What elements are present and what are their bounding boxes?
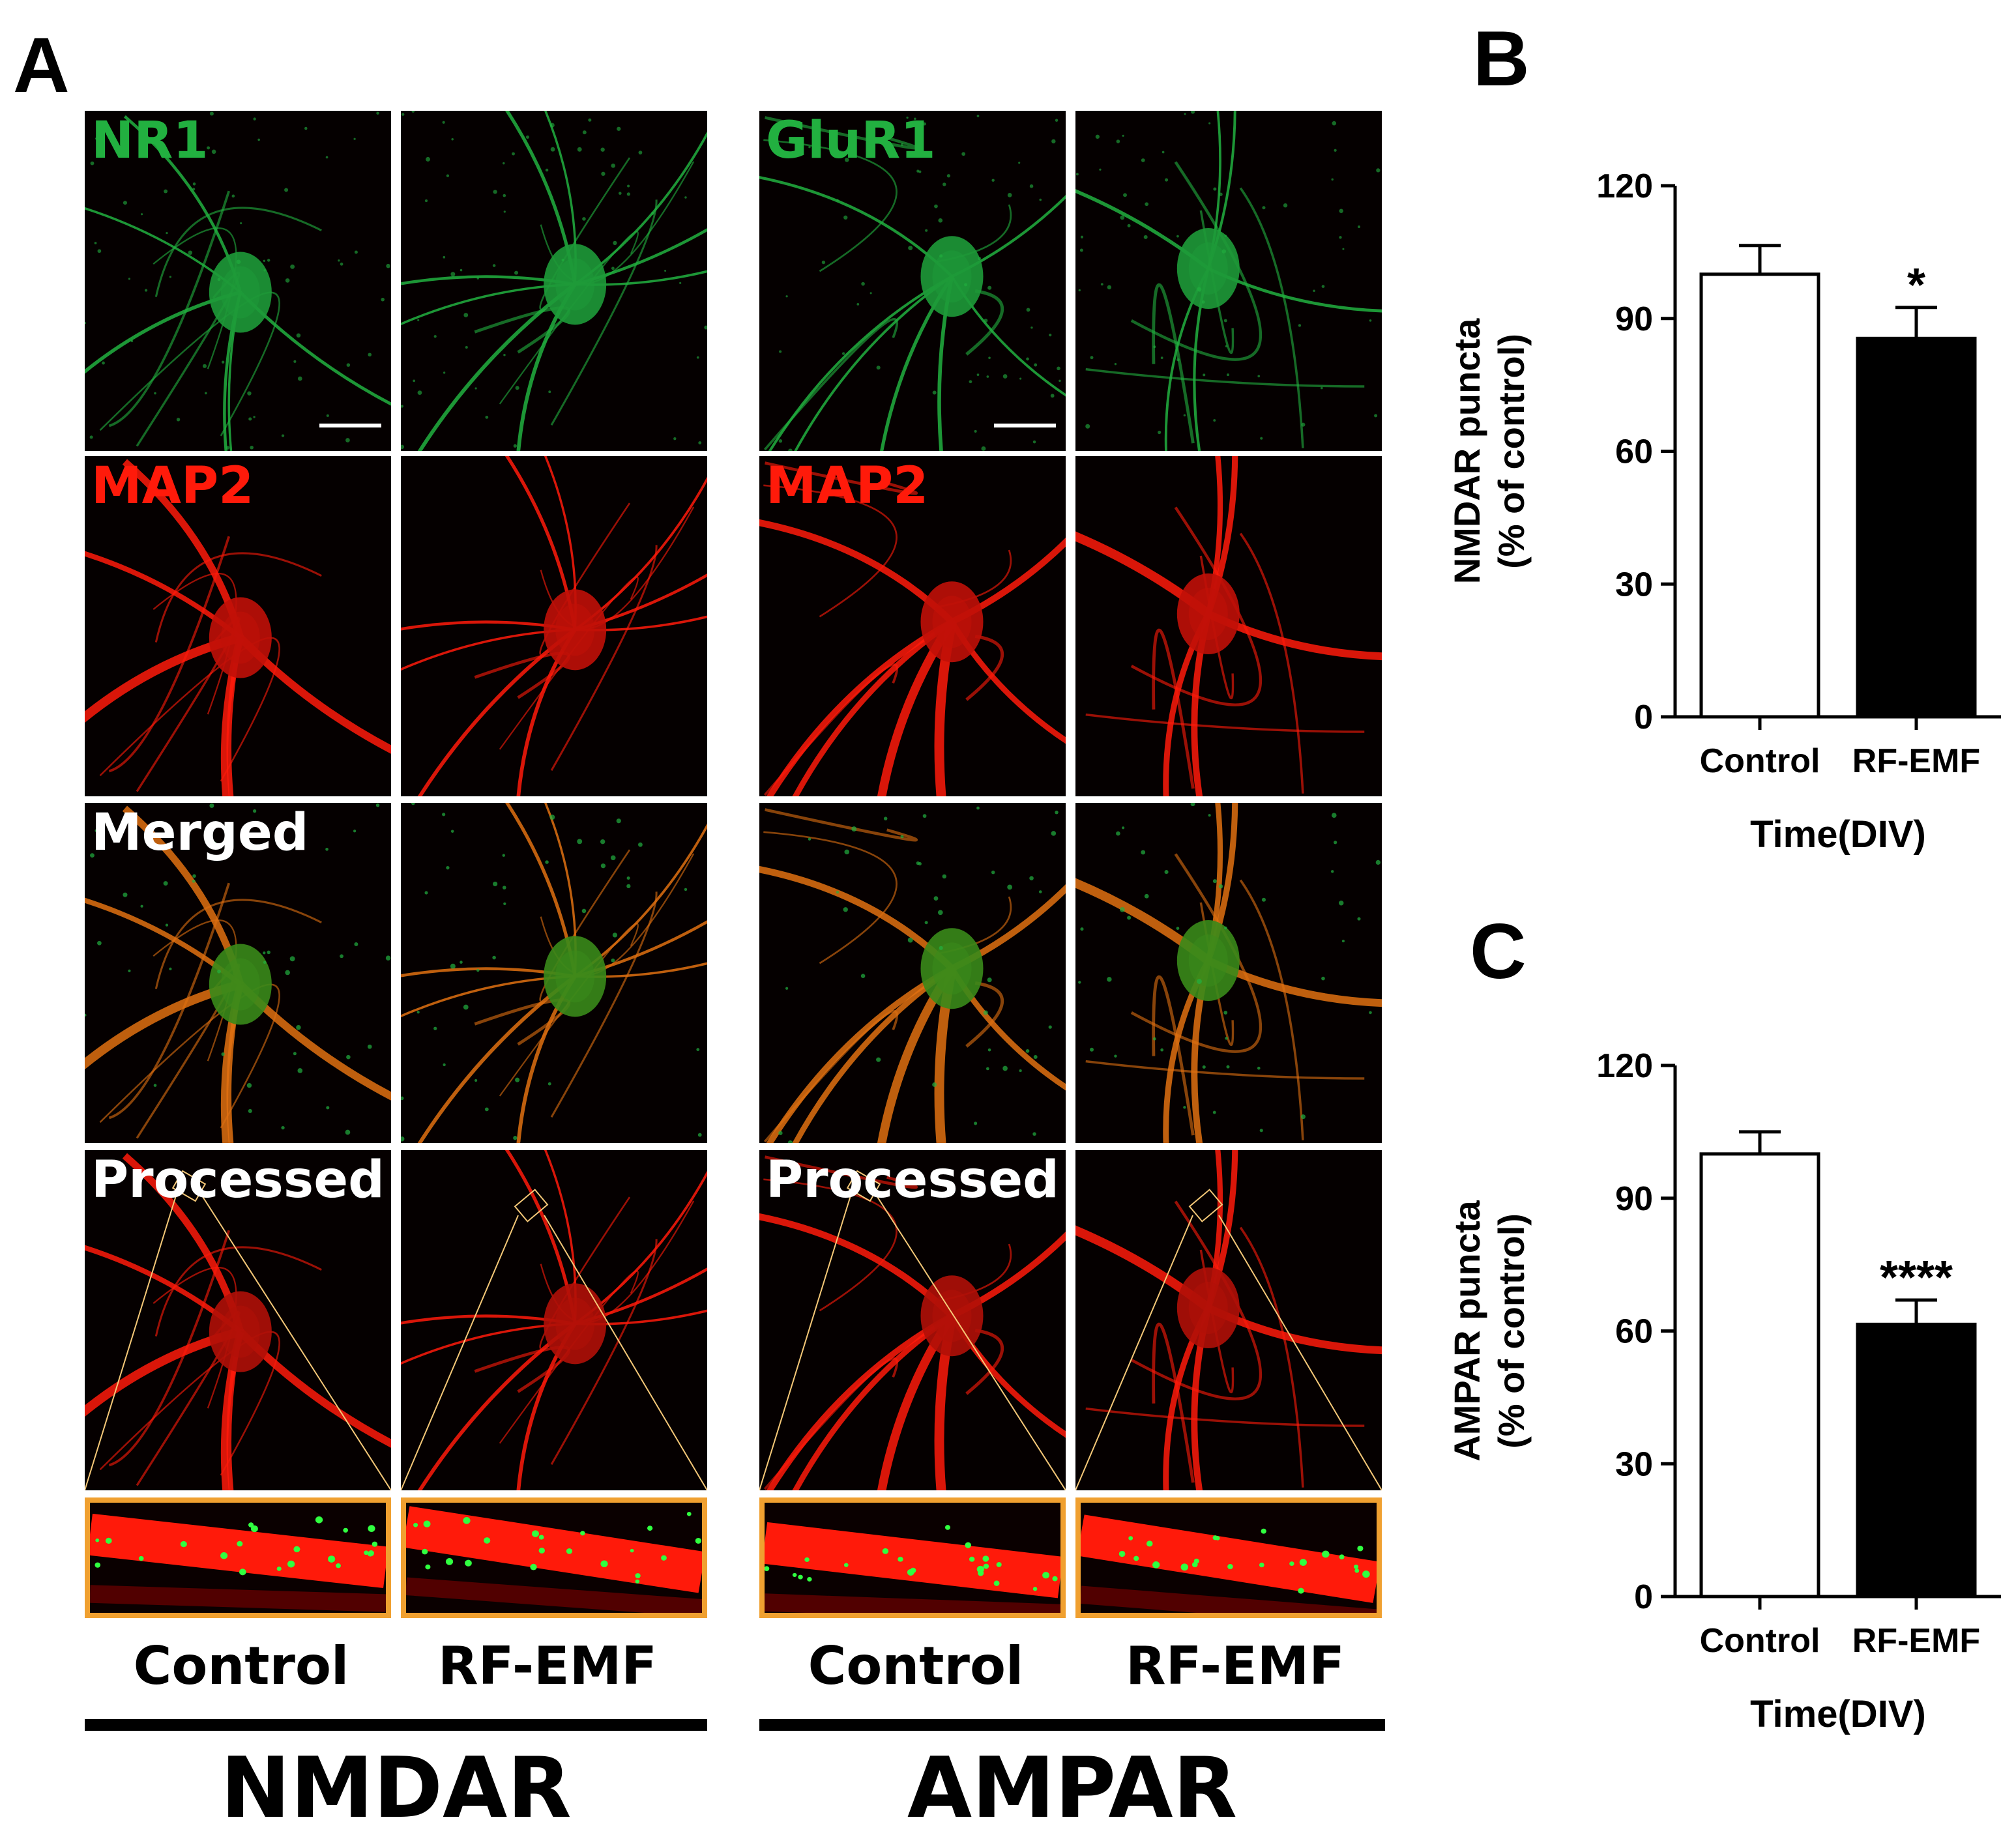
significance-marker: **** [1880, 1252, 1953, 1304]
micrograph-tile [85, 803, 391, 1143]
micrograph-tile [1075, 803, 1382, 1143]
micrograph-image [85, 111, 391, 451]
inset-image [406, 1506, 702, 1613]
zoom-inset [1075, 1497, 1382, 1618]
inset-image [765, 1522, 1060, 1613]
y-axis-label: (% of control) [1491, 1213, 1532, 1449]
chart-b-svg: 0 30 60 90 120 NMDAR puncta (% of control) Cont… [1446, 167, 2001, 856]
micrograph-image [401, 111, 707, 451]
micrograph-image [1075, 1150, 1382, 1490]
micrograph-image [759, 1155, 1066, 1490]
y-tick-label: 120 [1596, 167, 1653, 205]
bar-rf-emf [1856, 1322, 1977, 1598]
inset-image [90, 1513, 386, 1612]
bar-control [1699, 272, 1820, 719]
significance-marker: * [1907, 259, 1925, 311]
micrograph-image [1075, 803, 1382, 1143]
scale-bar [994, 424, 1056, 427]
zoom-inset [759, 1497, 1066, 1618]
micrograph-tile [759, 111, 1066, 451]
micrograph-image [759, 806, 1066, 1143]
label-map2-nmdar: MAP2 [91, 457, 254, 515]
x-tick-label: Control [1700, 742, 1820, 780]
y-tick-label: 0 [1634, 699, 1653, 736]
y-axis-label: NMDAR puncta [1446, 318, 1487, 584]
y-tick-label: 60 [1615, 1313, 1653, 1351]
y-tick-label: 60 [1615, 433, 1653, 471]
micrograph-tile [401, 456, 707, 796]
column-label-ampar-control: Control [808, 1636, 1024, 1696]
chart-b: 0 30 60 90 120 NMDAR puncta (% of control) Cont… [1434, 117, 2008, 880]
micrograph-image [85, 803, 391, 1143]
group-label-ampar: AMPAR [907, 1740, 1238, 1837]
panel-letter-c: C [1470, 908, 1527, 995]
label-processed-nmdar: Processed [91, 1151, 385, 1209]
micrograph-tile [759, 1150, 1066, 1490]
bar-rf-emf [1856, 336, 1977, 719]
x-tick-label: RF-EMF [1852, 742, 1980, 780]
label-merged: Merged [91, 803, 309, 862]
column-label-nmdar-rf-emf: RF-EMF [438, 1636, 657, 1696]
micrograph-tile [401, 803, 707, 1143]
micrograph-tile [85, 1150, 391, 1490]
group-label-nmdar: NMDAR [220, 1740, 572, 1837]
x-tick-label: Control [1700, 1622, 1820, 1660]
y-tick-label: 90 [1615, 1180, 1653, 1218]
micrograph-image [1075, 456, 1382, 796]
panel-letter-b: B [1473, 15, 1530, 102]
panel-letter-a: A [13, 22, 70, 109]
x-tick-label: RF-EMF [1852, 1622, 1980, 1660]
column-label-nmdar-control: Control [133, 1636, 349, 1696]
micrograph-image [401, 803, 707, 1143]
chart-c-svg: 0 30 60 90 120 AMPAR puncta (% of control) Cont… [1446, 1047, 2001, 1735]
micrograph-tile [759, 456, 1066, 796]
label-nr1: NR1 [91, 111, 209, 170]
micrograph-tile [1075, 111, 1382, 451]
zoom-inset [401, 1497, 707, 1618]
zoom-inset [85, 1497, 391, 1618]
micrograph-tile [401, 1150, 707, 1490]
label-glur1: GluR1 [766, 111, 936, 170]
y-axis-label: AMPAR puncta [1446, 1200, 1487, 1462]
inset-image [1081, 1514, 1377, 1613]
y-axis-label: (% of control) [1491, 334, 1532, 569]
micrograph-image [85, 459, 391, 796]
micrograph-image [759, 115, 1066, 451]
micrograph-tile [759, 803, 1066, 1143]
chart-c: 0 30 60 90 120 AMPAR puncta (% of control) Cont… [1434, 997, 2008, 1753]
bar-control [1699, 1152, 1820, 1598]
x-axis-label: Time(DIV) [1750, 813, 1926, 856]
micrograph-image [1075, 111, 1382, 451]
y-tick-label: 90 [1615, 300, 1653, 338]
micrograph-tile [85, 111, 391, 451]
label-map2-ampar: MAP2 [766, 457, 929, 515]
scale-bar [319, 424, 381, 427]
y-tick-label: 30 [1615, 566, 1653, 603]
y-tick-label: 30 [1615, 1445, 1653, 1483]
micrograph-tile [401, 111, 707, 451]
column-label-ampar-rf-emf: RF-EMF [1126, 1636, 1345, 1696]
micrograph-tile [1075, 1150, 1382, 1490]
micrograph-tile [85, 456, 391, 796]
x-axis-label: Time(DIV) [1750, 1693, 1926, 1735]
micrograph-image [759, 461, 1066, 796]
label-processed-ampar: Processed [766, 1151, 1059, 1209]
ampar-group-bar [759, 1719, 1385, 1731]
y-tick-label: 0 [1634, 1578, 1653, 1616]
micrograph-image [401, 1150, 707, 1490]
micrograph-image [401, 456, 707, 796]
nmdar-group-bar [85, 1719, 707, 1731]
micrograph-image [85, 1153, 391, 1490]
y-tick-label: 120 [1596, 1047, 1653, 1085]
micrograph-tile [1075, 456, 1382, 796]
